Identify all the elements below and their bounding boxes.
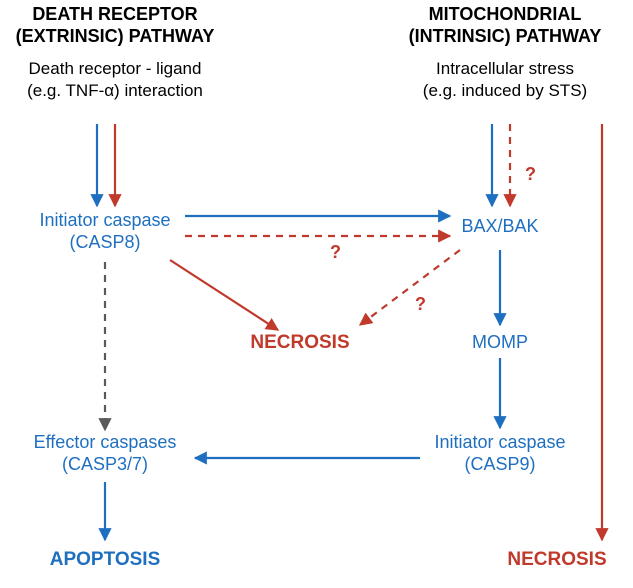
node-casp9-1: Initiator caspase — [434, 432, 565, 452]
node-baxbak: BAX/BAK — [461, 216, 538, 236]
question-1: ? — [525, 164, 536, 184]
node-casp37-2: (CASP3/7) — [62, 454, 148, 474]
node-casp9-2: (CASP9) — [464, 454, 535, 474]
node-necrosis-end: NECROSIS — [507, 549, 606, 570]
intrinsic-title-2: (INTRINSIC) PATHWAY — [409, 26, 602, 46]
intrinsic-title-1: MITOCHONDRIAL — [429, 4, 582, 24]
node-necrosis-mid: NECROSIS — [250, 332, 349, 353]
node-apoptosis: APOPTOSIS — [50, 549, 161, 570]
intrinsic-sub-1: Intracellular stress — [436, 59, 574, 78]
extrinsic-title-2: (EXTRINSIC) PATHWAY — [16, 26, 215, 46]
intrinsic-sub-2: (e.g. induced by STS) — [423, 81, 587, 100]
extrinsic-title-1: DEATH RECEPTOR — [32, 4, 197, 24]
extrinsic-sub-1: Death receptor - ligand — [29, 59, 202, 78]
extrinsic-sub-2: (e.g. TNF-α) interaction — [27, 81, 203, 100]
node-casp8-1: Initiator caspase — [39, 210, 170, 230]
edge-casp8-to-necrosis — [170, 260, 278, 330]
pathway-diagram: DEATH RECEPTOR (EXTRINSIC) PATHWAY MITOC… — [0, 0, 633, 588]
edge-baxbak-to-necrosis — [360, 250, 460, 325]
node-casp8-2: (CASP8) — [69, 232, 140, 252]
node-momp: MOMP — [472, 332, 528, 352]
question-3: ? — [415, 294, 426, 314]
node-casp37-1: Effector caspases — [34, 432, 177, 452]
question-2: ? — [330, 242, 341, 262]
